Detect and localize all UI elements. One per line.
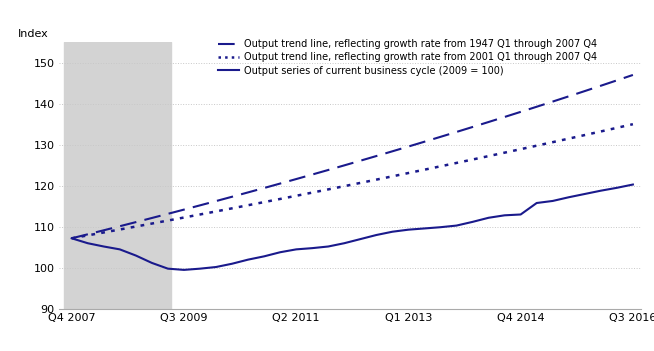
Bar: [63, 42, 171, 309]
Legend: Output trend line, reflecting growth rate from 1947 Q1 through 2007 Q4, Output t: Output trend line, reflecting growth rat…: [218, 39, 597, 76]
Text: Index: Index: [18, 29, 49, 39]
